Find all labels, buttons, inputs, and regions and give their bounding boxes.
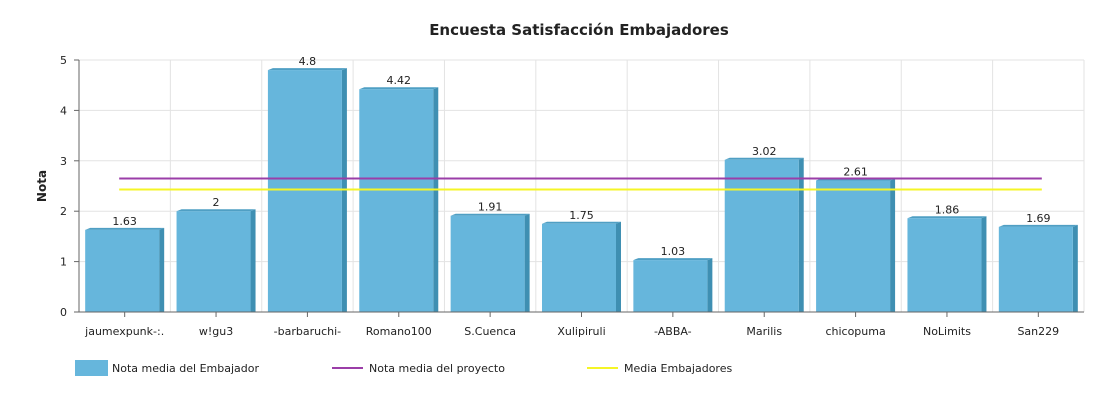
data-label: 2 bbox=[213, 196, 220, 209]
data-label: 1.69 bbox=[1026, 212, 1051, 225]
bar-top bbox=[450, 213, 530, 216]
y-tick-label: 5 bbox=[60, 54, 67, 67]
bar bbox=[907, 216, 987, 312]
bar-front bbox=[907, 218, 982, 312]
bar-side bbox=[981, 216, 987, 312]
data-label: 1.75 bbox=[569, 209, 594, 222]
bar-top bbox=[633, 258, 713, 261]
bar-top bbox=[998, 224, 1078, 227]
bar-side bbox=[159, 227, 165, 312]
bar-side bbox=[798, 157, 804, 312]
x-tick-label: jaumexpunk-:. bbox=[84, 325, 164, 338]
bar-front bbox=[724, 159, 799, 312]
chart-title: Encuesta Satisfacción Embajadores bbox=[429, 21, 729, 39]
data-label: 3.02 bbox=[752, 145, 777, 158]
bar-top bbox=[724, 157, 804, 160]
bar bbox=[633, 258, 713, 312]
y-tick-label: 3 bbox=[60, 155, 67, 168]
bar bbox=[998, 224, 1078, 312]
x-tick-label: Marilis bbox=[746, 325, 782, 338]
x-tick-label: -ABBA- bbox=[654, 325, 692, 338]
bar-front bbox=[85, 229, 160, 312]
x-tick-label: San229 bbox=[1017, 325, 1059, 338]
data-label: 1.03 bbox=[661, 245, 686, 258]
bar-side bbox=[707, 258, 713, 312]
data-label: 4.8 bbox=[299, 55, 317, 68]
y-axis-label: Nota bbox=[35, 170, 49, 202]
bar-top bbox=[542, 221, 621, 224]
bar-front bbox=[542, 223, 616, 312]
bar-front bbox=[450, 215, 525, 312]
bar-side bbox=[524, 213, 530, 312]
legend-item: Media Embajadores bbox=[587, 362, 732, 375]
bar bbox=[267, 68, 347, 312]
legend: Nota media del Embajador Nota media del p… bbox=[75, 360, 732, 376]
bar bbox=[724, 157, 804, 312]
x-tick-label: w!gu3 bbox=[199, 325, 233, 338]
bar-top bbox=[176, 209, 256, 212]
data-label: 1.63 bbox=[112, 215, 137, 228]
bar-front bbox=[267, 70, 342, 312]
bar-top bbox=[85, 227, 165, 230]
bar bbox=[359, 87, 439, 313]
bar bbox=[816, 178, 896, 312]
bar-side bbox=[250, 209, 256, 312]
bar-side bbox=[433, 87, 439, 313]
x-tick-label: Xulipiruli bbox=[557, 325, 605, 338]
x-tick-label: NoLimits bbox=[923, 325, 971, 338]
legend-label: Nota media del proyecto bbox=[369, 362, 505, 375]
bar-front bbox=[998, 226, 1073, 312]
axes: 0 1 2 3 4 5 jaumexpunk-:. w!gu3 -barbaruchi- Roma… bbox=[60, 54, 1084, 338]
y-tick-label: 0 bbox=[60, 306, 67, 319]
reference-lines bbox=[119, 177, 1042, 191]
data-label: 1.91 bbox=[478, 201, 503, 214]
bar-front bbox=[633, 260, 708, 312]
legend-label: Media Embajadores bbox=[624, 362, 732, 375]
y-tick-label: 4 bbox=[60, 104, 67, 117]
bar-side bbox=[616, 221, 621, 312]
data-label: 2.61 bbox=[843, 165, 868, 178]
legend-swatch bbox=[75, 360, 108, 376]
x-tick-label: chicopuma bbox=[825, 325, 885, 338]
legend-item: Nota media del Embajador bbox=[75, 360, 259, 376]
bar bbox=[85, 227, 165, 312]
x-tick-label: Romano100 bbox=[366, 325, 432, 338]
data-label: 1.86 bbox=[935, 203, 960, 216]
data-label: 4.42 bbox=[387, 74, 412, 87]
y-tick-label: 2 bbox=[60, 205, 67, 218]
legend-label: Nota media del Embajador bbox=[112, 362, 259, 375]
bar-front bbox=[359, 89, 434, 313]
bar-side bbox=[890, 178, 896, 312]
bar-front bbox=[816, 180, 891, 312]
bar-top bbox=[359, 87, 439, 90]
x-tick-label: -barbaruchi- bbox=[274, 325, 342, 338]
bar-top bbox=[267, 68, 347, 71]
bar-top bbox=[907, 216, 987, 219]
y-tick-label: 1 bbox=[60, 256, 67, 269]
bar bbox=[450, 213, 530, 312]
bar-front bbox=[176, 211, 251, 312]
bar-side bbox=[1072, 224, 1078, 312]
bars bbox=[85, 68, 1078, 313]
legend-item: Nota media del proyecto bbox=[332, 362, 505, 375]
bar bbox=[542, 221, 621, 312]
data-labels: 1.63 2 4.8 4.42 1.91 1.75 1.03 3.02 2.61 1.86 1.69 bbox=[112, 55, 1050, 258]
bar bbox=[176, 209, 256, 312]
x-tick-label: S.Cuenca bbox=[464, 325, 516, 338]
